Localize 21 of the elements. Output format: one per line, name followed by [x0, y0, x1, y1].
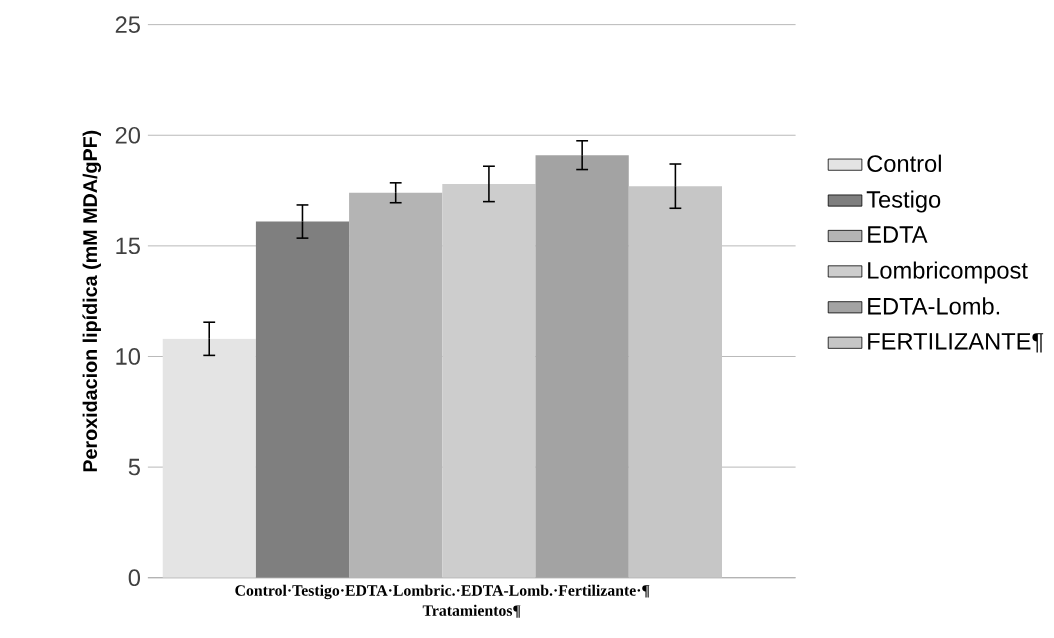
- y-tick-label: 5: [128, 458, 140, 476]
- bar: [628, 186, 723, 578]
- legend-label: Lombricompost: [868, 261, 1028, 284]
- x-axis-title: Tratamientos¶: [422, 604, 521, 618]
- y-tick-label: 0: [128, 569, 141, 587]
- bar: [442, 183, 536, 578]
- legend-label: EDTA-Lomb.: [868, 297, 1000, 315]
- y-tick-label: 15: [116, 237, 140, 255]
- bar: [255, 221, 350, 578]
- legend-label: EDTA: [868, 226, 928, 243]
- legend-label: FERTILIZANTE¶: [868, 333, 1044, 353]
- x-tick-label: Control·Testigo·EDTA·Lombric.·EDTA-Lomb.·Fertilizante·¶: [235, 584, 650, 600]
- bar: [349, 192, 443, 578]
- y-tick-label: 20: [115, 126, 141, 144]
- bar: [162, 338, 256, 578]
- legend-label: Control: [867, 154, 941, 173]
- y-tick-label: 10: [116, 348, 141, 365]
- bar: [535, 155, 629, 578]
- y-tick-label: 25: [115, 16, 140, 34]
- y-axis-title: Peroxidacion lipídica (mM MDA/gPF): [82, 130, 102, 472]
- legend-label: Testigo: [866, 190, 941, 213]
